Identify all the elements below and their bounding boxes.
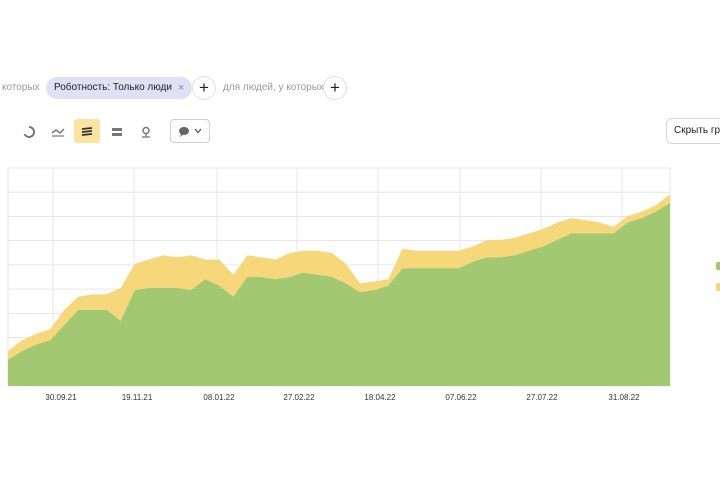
bar-chart-icon	[112, 127, 122, 136]
stacked-area-chart: 30.09.21 19.11.21 08.01.22 27.02.22 18.04.22…	[7, 167, 671, 402]
people-filter-text: для людей, у которых	[223, 82, 324, 93]
chevron-down-icon	[194, 128, 202, 134]
hide-chart-button[interactable]: Скрыть гр	[666, 118, 720, 144]
pie-chart-button[interactable]	[16, 119, 42, 143]
speech-bubble-icon	[179, 126, 189, 137]
comments-dropdown[interactable]	[170, 119, 210, 143]
add-filter-button[interactable]: +	[193, 77, 215, 99]
x-tick-label: 18.04.22	[364, 393, 396, 402]
series-1-area	[8, 202, 670, 386]
x-tick-label: 07.06.22	[445, 393, 477, 402]
chart-toolbar: Скрыть гр	[0, 118, 720, 144]
x-tick-label: 27.07.22	[526, 393, 558, 402]
pie-chart-icon	[23, 125, 36, 138]
close-icon[interactable]: ×	[177, 82, 185, 94]
bar-chart-button[interactable]	[104, 119, 130, 143]
stacked-area-chart-icon	[81, 126, 93, 136]
series-2-area	[8, 194, 670, 360]
legend-swatch-series-2[interactable]	[716, 283, 720, 291]
filter-bar: которых Роботность: Только люди × + для …	[0, 76, 720, 102]
x-tick-label: 31.08.22	[608, 393, 640, 402]
line-chart-button[interactable]	[45, 119, 71, 143]
stacked-area-chart-button[interactable]	[74, 119, 100, 143]
map-pin-icon	[142, 126, 150, 138]
x-tick-label: 27.02.22	[283, 393, 315, 402]
x-axis: 30.09.21 19.11.21 08.01.22 27.02.22 18.04.22…	[45, 393, 640, 402]
line-chart-icon	[51, 128, 65, 137]
legend-swatch-series-1[interactable]	[716, 262, 720, 270]
robotness-filter-chip[interactable]: Роботность: Только люди ×	[46, 77, 193, 99]
robotness-filter-label: Роботность: Только люди	[54, 82, 172, 93]
filter-prefix-text: которых	[2, 82, 40, 93]
x-tick-label: 19.11.21	[122, 393, 153, 402]
map-chart-button[interactable]	[133, 119, 159, 143]
add-people-filter-button[interactable]: +	[324, 77, 346, 99]
x-tick-label: 08.01.22	[203, 393, 235, 402]
x-tick-label: 30.09.21	[45, 393, 77, 402]
